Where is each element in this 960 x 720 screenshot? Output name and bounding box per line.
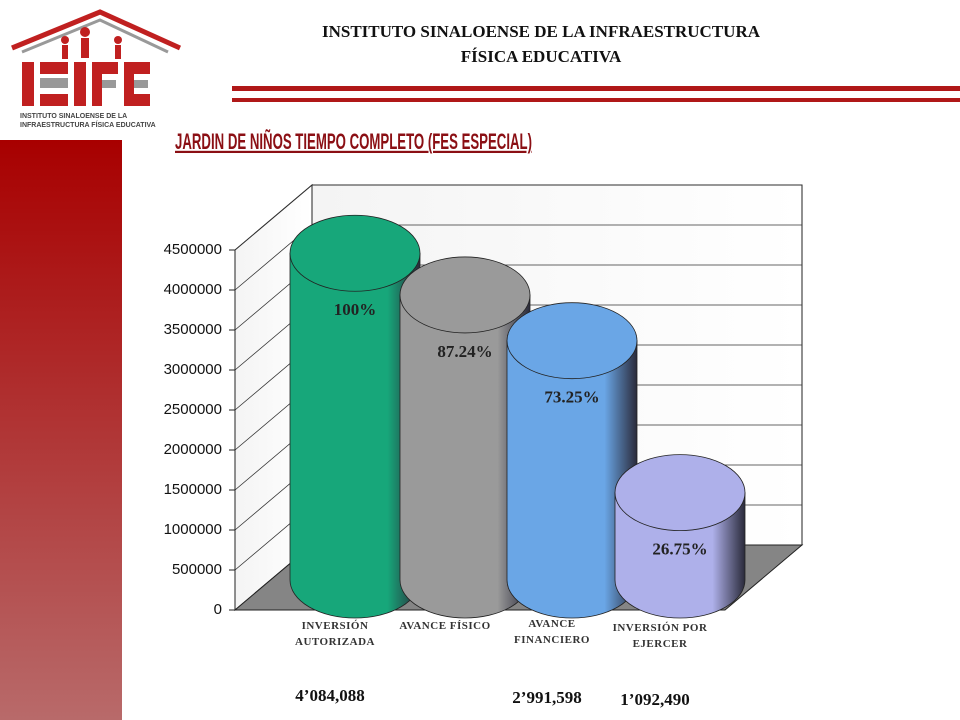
y-tick-label: 500000 (172, 561, 222, 578)
y-tick-label: 1000000 (164, 521, 222, 538)
y-tick-label: 4000000 (164, 281, 222, 298)
percent-label: 73.25% (544, 388, 599, 407)
y-tick-label: 4500000 (164, 241, 222, 258)
y-tick-label: 3500000 (164, 321, 222, 338)
y-tick-label: 0 (214, 601, 222, 618)
y-tick-label: 2000000 (164, 441, 222, 458)
grid-line (234, 184, 802, 251)
x-tick-label: INVERSIÓN AUTORIZADA (295, 620, 375, 648)
logo-caption: INSTITUTO SINALOENSE DE LA (20, 113, 127, 120)
x-tick-label: AVANCE FÍSICO (399, 620, 491, 632)
cylinder-top (289, 214, 421, 292)
header-title: INSTITUTO SINALOENSE DE LA INFRAESTRUCTU… (322, 22, 761, 41)
logo: INSTITUTO SINALOENSE DE LA INFRAESTRUCTU… (11, 9, 182, 129)
value-label: 4’084,088 (295, 686, 365, 705)
rule (232, 86, 960, 91)
value-label: 2’991,598 (512, 688, 582, 707)
x-tick-label: AVANCE FINANCIERO (514, 618, 590, 646)
x-tick-label: INVERSIÓN POR EJERCER (612, 622, 708, 650)
y-tick-label: 2500000 (164, 401, 222, 418)
rule (232, 98, 960, 102)
percent-label: 87.24% (437, 342, 492, 361)
value-label: 1’092,490 (620, 690, 690, 709)
cylinder-top (614, 454, 746, 532)
y-tick-label: 3000000 (164, 361, 222, 378)
header-title: FÍSICA EDUCATIVA (461, 47, 622, 66)
side-strip (0, 140, 122, 720)
percent-label: 26.75% (652, 540, 707, 559)
cylinder-top (399, 256, 531, 334)
y-tick-label: 1500000 (164, 481, 222, 498)
chart-title: JARDIN DE NIÑOS TIEMPO COMPLETO (FES ESP… (175, 129, 532, 154)
cylinder-top (506, 302, 638, 380)
logo-caption: INFRAESTRUCTURA FÍSICA EDUCATIVA (20, 120, 156, 129)
percent-label: 100% (334, 300, 377, 319)
